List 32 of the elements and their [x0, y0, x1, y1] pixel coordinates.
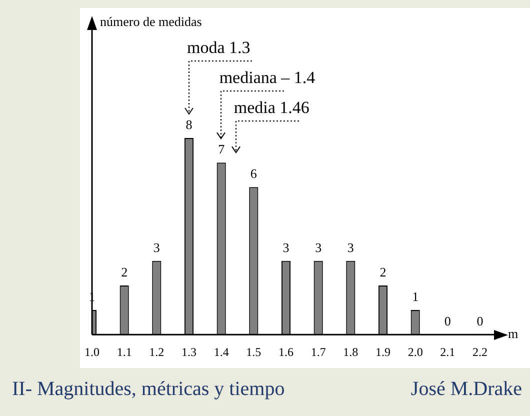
x-tick-label: 1.6: [278, 344, 294, 359]
data-label: 0: [476, 314, 484, 329]
data-label: 3: [315, 240, 322, 255]
text: moda 1.3: [187, 38, 250, 58]
data-label: 2: [380, 264, 386, 280]
x-tick-label: 1.9: [376, 344, 390, 359]
data-label: 8: [186, 116, 192, 132]
x-tick-label: 1.5: [246, 344, 262, 359]
text: José M.Drake: [410, 378, 522, 401]
text: II- Magnitudes, métricas y tiempo: [12, 378, 285, 401]
text: mediana – 1.4: [219, 68, 316, 88]
x-tick-label: 1.4: [214, 344, 229, 359]
text: número de medidas: [100, 14, 202, 30]
data-label: 6: [250, 166, 258, 182]
data-label: 0: [444, 314, 451, 329]
data-label: 2: [121, 264, 128, 280]
x-tick-label: 1.7: [310, 344, 326, 359]
x-tick-label: 2.0: [408, 344, 423, 359]
x-tick-label: 1.8: [343, 344, 358, 359]
data-label: 1: [412, 288, 419, 304]
x-tick-label: 1.1: [116, 344, 132, 359]
data-label: 3: [153, 240, 160, 255]
text: media 1.46: [234, 98, 310, 118]
x-tick-label: 1.0: [84, 344, 100, 359]
x-tick-label: 2.2: [472, 344, 488, 359]
data-label: 3: [282, 240, 290, 255]
data-label: 7: [218, 141, 226, 156]
data-label: 3: [347, 240, 354, 255]
x-tick-label: 1.2: [149, 344, 164, 359]
x-axis-title: m: [508, 326, 518, 342]
x-tick-label: 2.1: [440, 344, 456, 359]
x-tick-label: 1.3: [182, 344, 196, 359]
